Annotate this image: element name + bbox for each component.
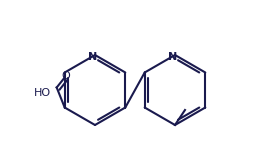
Text: HO: HO: [34, 87, 51, 97]
Text: N: N: [168, 52, 178, 62]
Text: N: N: [88, 52, 98, 62]
Text: O: O: [61, 71, 70, 81]
